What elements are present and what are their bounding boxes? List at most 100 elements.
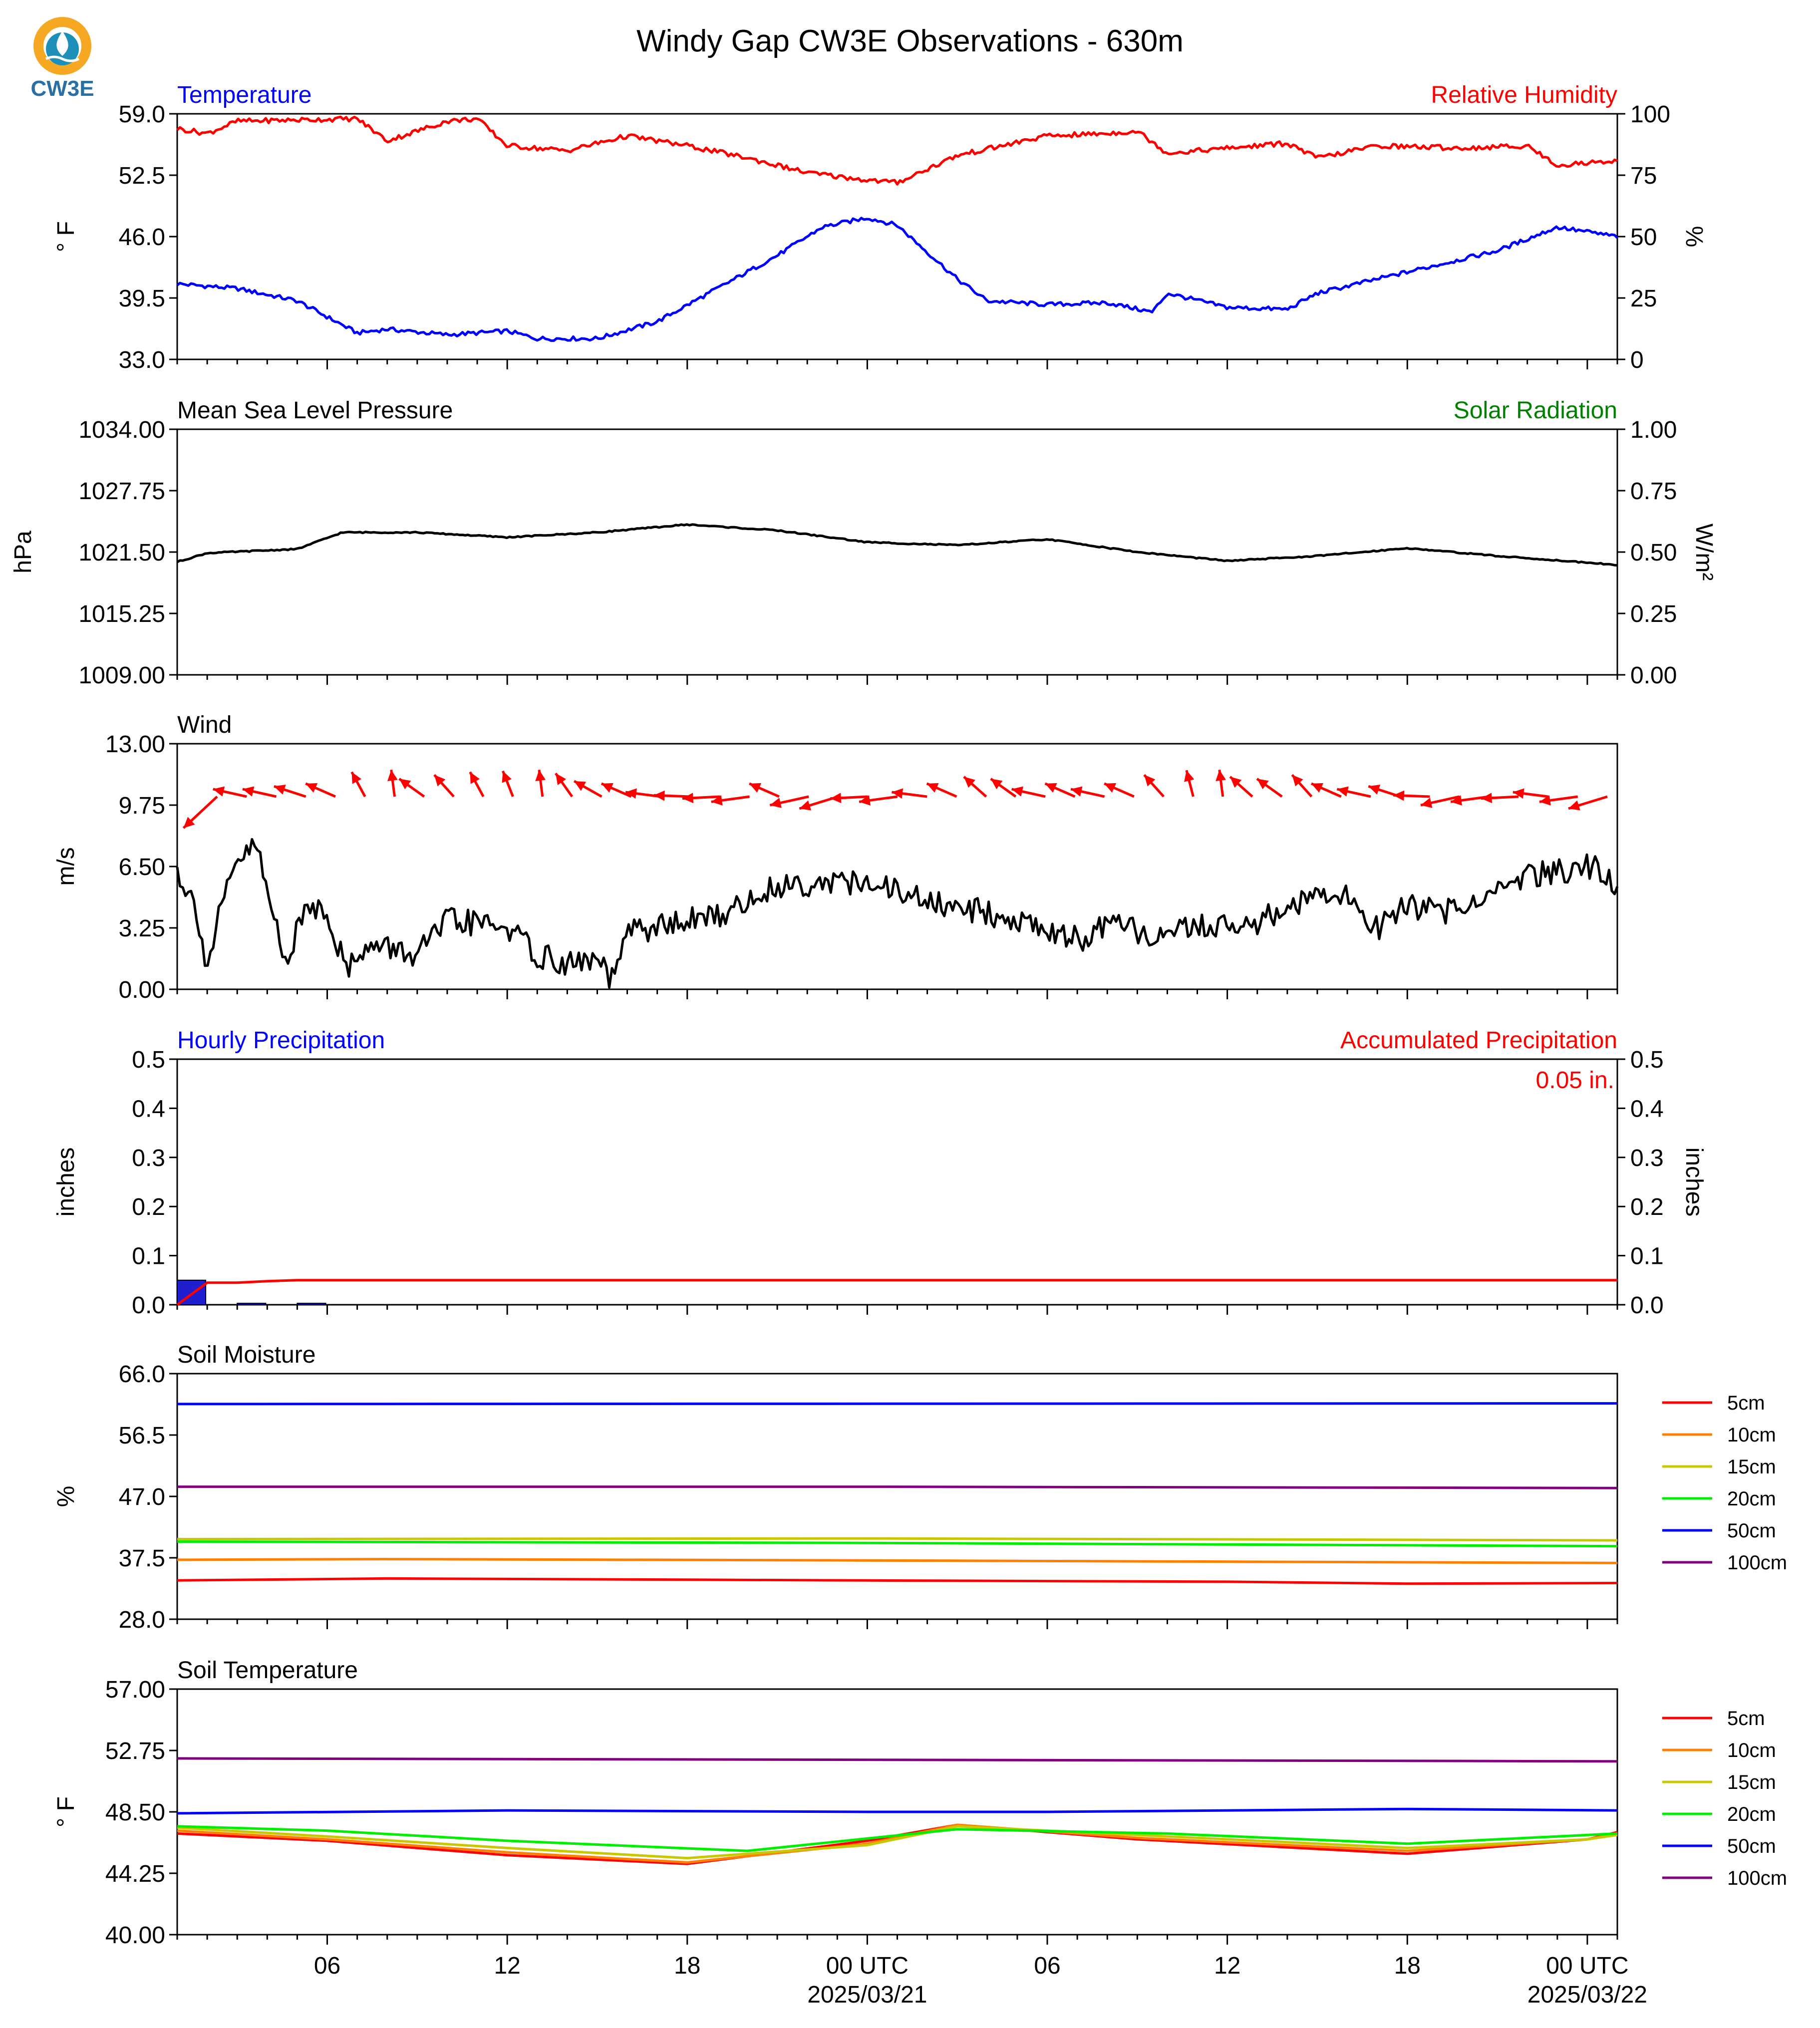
legend-entry: 10cm — [1727, 1739, 1776, 1761]
plot-frame — [176, 743, 1618, 990]
y-tick-label: 44.25 — [105, 1861, 165, 1887]
y-tick-label: 0.1 — [132, 1243, 165, 1270]
y-tick-label-right: 0.50 — [1630, 540, 1677, 566]
chart-panel-4: Hourly Precipitation Accumulated Precipit… — [53, 1027, 1707, 1319]
series-line-4 — [177, 1807, 1618, 1815]
wind-arrow-head — [1368, 784, 1381, 795]
series-line-0 — [177, 1577, 1618, 1585]
series-line-5 — [177, 1757, 1618, 1763]
wind-arrow — [274, 784, 306, 798]
y-tick-label: 47.0 — [119, 1484, 165, 1510]
wind-arrow-head — [1011, 786, 1023, 797]
x-tick-date-label: 2025/03/22 — [1527, 1982, 1647, 2008]
wind-arrow-head — [434, 775, 446, 787]
wind-arrow — [1184, 770, 1195, 797]
legend-entry: 5cm — [1727, 1708, 1765, 1730]
y-tick-label-right: 50 — [1630, 224, 1657, 251]
wind-arrow-head — [749, 783, 762, 793]
y-tick-label-right: 25 — [1630, 286, 1657, 312]
wind-arrow — [963, 776, 987, 798]
chart-panel-3: Wind 0.00 3.25 6.50 9.75 13.00 m/s — [53, 712, 1619, 1003]
wind-arrow — [573, 780, 603, 798]
x-tick-label: 00 UTC — [1546, 1953, 1628, 1979]
wind-arrow — [1143, 774, 1165, 798]
y-axis-label: ° F — [53, 1796, 79, 1827]
wind-arrow-head — [990, 779, 1003, 790]
wind-arrow — [1420, 795, 1460, 808]
cw3e-logo: CW3E — [30, 17, 94, 101]
wind-arrow-head — [963, 777, 975, 788]
page-title: Windy Gap CW3E Observations - 630m — [636, 24, 1184, 58]
wind-arrow-head — [1215, 770, 1226, 782]
panel-title: Soil Moisture — [177, 1342, 315, 1368]
wind-arrow-head — [1513, 788, 1524, 799]
panel-title: Wind — [177, 712, 232, 738]
y-tick-label: 46.0 — [119, 224, 165, 251]
precip-bar — [297, 1303, 326, 1306]
y-tick-label: 52.5 — [119, 163, 165, 189]
wind-arrow-head — [351, 772, 362, 784]
legend: 5cm 10cm 15cm 20cm 50cm 100cm — [1662, 1392, 1787, 1574]
y-tick-label-right: 0.00 — [1630, 662, 1677, 689]
y-tick-label: 1009.00 — [78, 662, 165, 689]
wind-arrow-head — [1257, 779, 1269, 790]
accumulated-total-label: 0.05 in. — [1536, 1067, 1614, 1094]
legend-entry: 5cm — [1727, 1392, 1765, 1414]
wind-arrow — [682, 793, 720, 804]
wind-arrow-head — [502, 771, 512, 783]
wind-arrow — [433, 774, 455, 798]
water-drop-icon — [56, 31, 68, 56]
wind-arrow — [1539, 795, 1578, 806]
wind-arrow-head — [830, 793, 842, 804]
panel-title: Mean Sea Level Pressure — [177, 397, 453, 424]
wind-arrow-head — [213, 786, 225, 797]
panel-title: Temperature — [177, 82, 311, 108]
wind-arrow — [555, 772, 574, 798]
legend-entry: 100cm — [1727, 1552, 1787, 1574]
x-tick-label: 12 — [1214, 1953, 1240, 1979]
wind-arrow-head — [1045, 783, 1057, 793]
wind-arrow-head — [470, 772, 480, 784]
series-line-3 — [177, 1540, 1618, 1548]
wind-arrow — [653, 790, 691, 801]
wind-arrow-head — [1230, 777, 1242, 788]
panel-title-right: Accumulated Precipitation — [1340, 1027, 1617, 1054]
y-tick-label: 0.3 — [132, 1145, 165, 1171]
y-tick-label-right: 0.3 — [1630, 1145, 1664, 1171]
wind-arrow — [926, 782, 957, 798]
wind-arrow-head — [1184, 770, 1195, 782]
series-line-3 — [177, 1825, 1618, 1852]
wind-arrow — [601, 782, 632, 798]
wind-arrow — [769, 795, 809, 808]
y-tick-label: 1021.50 — [78, 540, 165, 566]
wind-arrow — [1291, 774, 1313, 798]
wind-arrow — [398, 778, 425, 798]
wind-arrow-head — [926, 783, 939, 793]
wind-arrow-head — [1539, 795, 1551, 806]
chart-panel-2: Mean Sea Level Pressure Solar Radiation 10… — [10, 397, 1717, 689]
y-tick-label: 0.0 — [132, 1292, 165, 1319]
wind-arrow — [749, 782, 780, 798]
x-tick-label: 06 — [314, 1953, 340, 1979]
series-line-2 — [177, 1825, 1618, 1860]
y-tick-label: 13.00 — [105, 731, 165, 758]
wind-arrow-head — [305, 783, 318, 793]
series-line-1 — [176, 115, 1618, 186]
y-tick-label: 48.50 — [105, 1799, 165, 1826]
wind-arrow-head — [1421, 798, 1433, 808]
wind-arrow-head — [859, 795, 871, 806]
wind-arrow-head — [711, 795, 723, 806]
legend-entry: 15cm — [1727, 1456, 1776, 1478]
wind-arrow-head — [799, 800, 812, 811]
y-tick-label: 6.50 — [119, 854, 165, 880]
wind-arrow — [892, 788, 927, 799]
wind-arrow-head — [770, 798, 782, 808]
legend-entry: 50cm — [1727, 1835, 1776, 1857]
wind-arrow — [387, 769, 398, 797]
wind-arrow-head — [535, 770, 546, 782]
wind-arrow — [711, 795, 750, 806]
panel-title: Soil Temperature — [177, 1657, 358, 1684]
wind-arrow — [213, 786, 247, 798]
wind-arrow-head — [1311, 783, 1323, 793]
y-tick-label: 40.00 — [105, 1922, 165, 1949]
